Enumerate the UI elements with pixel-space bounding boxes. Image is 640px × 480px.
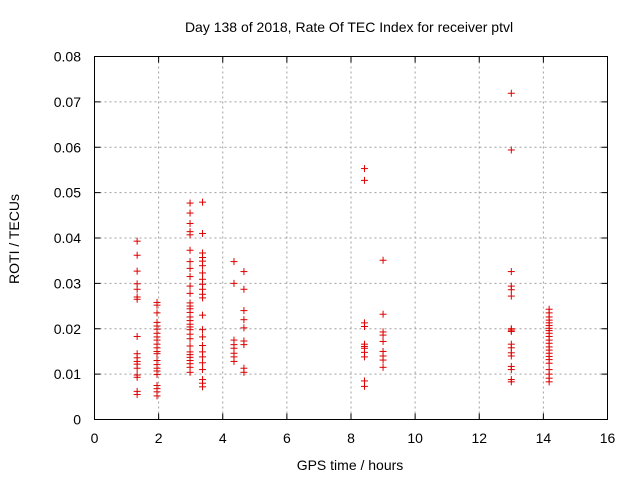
data-point-marker	[199, 294, 207, 302]
data-point-marker	[199, 311, 207, 319]
data-point-marker	[133, 295, 141, 303]
data-point-marker	[379, 356, 387, 364]
data-point-marker	[186, 264, 194, 272]
data-point-marker	[199, 198, 207, 206]
y-tick-label: 0.03	[54, 275, 81, 291]
data-point-marker	[379, 256, 387, 264]
data-point-marker	[379, 310, 387, 318]
data-point-marker	[186, 219, 194, 227]
x-tick-label: 16	[600, 430, 616, 446]
data-point-marker	[199, 269, 207, 277]
y-tick-label: 0.08	[54, 49, 81, 65]
data-point-marker	[379, 331, 387, 339]
data-point-marker	[199, 333, 207, 341]
chart-title: Day 138 of 2018, Rate Of TEC Index for r…	[185, 19, 513, 35]
y-axis-label: ROTI / TECUs	[6, 194, 22, 284]
data-point-marker	[240, 316, 248, 324]
grid-lines	[94, 56, 608, 420]
data-point-marker	[133, 285, 141, 293]
data-point-marker	[186, 246, 194, 254]
data-point-marker	[199, 229, 207, 237]
data-point-marker	[153, 309, 161, 317]
data-point-marker	[199, 353, 207, 361]
data-point-marker	[507, 327, 515, 335]
data-point-marker	[240, 307, 248, 315]
data-point-marker	[186, 231, 194, 239]
data-point-marker	[360, 322, 368, 330]
data-point-marker	[186, 199, 194, 207]
x-tick-label: 4	[219, 430, 227, 446]
x-tick-label: 12	[471, 430, 487, 446]
data-point-marker	[186, 258, 194, 266]
y-tick-label: 0.06	[54, 139, 81, 155]
data-point-marker	[199, 342, 207, 350]
data-point-marker	[507, 146, 515, 154]
data-point-marker	[186, 342, 194, 350]
data-point-marker	[507, 268, 515, 276]
data-point-marker	[133, 391, 141, 399]
data-point-marker	[240, 341, 248, 349]
data-point-marker	[133, 364, 141, 372]
x-tick-label: 2	[155, 430, 163, 446]
x-tick-label: 10	[407, 430, 423, 446]
data-point-marker	[186, 273, 194, 281]
data-point-marker	[507, 352, 515, 360]
data-point-marker	[186, 335, 194, 343]
data-point-marker	[133, 251, 141, 259]
data-point-marker	[507, 292, 515, 300]
data-point-marker	[153, 392, 161, 400]
data-point-marker	[230, 258, 238, 266]
data-point-marker	[240, 368, 248, 376]
data-point-marker	[133, 267, 141, 275]
data-point-marker	[186, 282, 194, 290]
data-point-marker	[240, 268, 248, 276]
data-point-marker	[199, 262, 207, 270]
data-point-marker	[545, 378, 553, 386]
data-points	[133, 89, 553, 400]
data-point-marker	[230, 357, 238, 365]
data-point-marker	[199, 359, 207, 367]
data-point-marker	[153, 350, 161, 358]
data-point-marker	[360, 353, 368, 361]
data-point-marker	[186, 368, 194, 376]
data-point-marker	[360, 165, 368, 173]
y-tick-label: 0.01	[54, 366, 81, 382]
data-point-marker	[153, 371, 161, 379]
data-point-marker	[545, 359, 553, 367]
x-tick-label: 0	[91, 430, 99, 446]
data-point-marker	[360, 382, 368, 390]
x-axis-label: GPS time / hours	[297, 457, 404, 473]
y-tick-label: 0	[73, 412, 81, 428]
data-point-marker	[360, 176, 368, 184]
data-point-marker	[186, 209, 194, 217]
data-point-marker	[230, 279, 238, 287]
data-point-marker	[379, 337, 387, 345]
axis-ticks: 0 2 4 6 8 10 12 14 16 0 0.01 0.02 0.03 0.04 0.05 0.06 0.…	[54, 49, 616, 447]
data-point-marker	[186, 289, 194, 297]
y-tick-label: 0.05	[54, 185, 81, 201]
data-point-marker	[507, 378, 515, 386]
data-point-marker	[507, 286, 515, 294]
data-point-marker	[240, 324, 248, 332]
x-tick-label: 6	[283, 430, 291, 446]
y-tick-label: 0.04	[54, 230, 81, 246]
data-point-marker	[133, 332, 141, 340]
y-tick-label: 0.07	[54, 94, 81, 110]
x-tick-label: 14	[536, 430, 552, 446]
data-point-marker	[133, 373, 141, 381]
data-point-marker	[379, 363, 387, 371]
data-point-marker	[240, 285, 248, 293]
data-point-marker	[199, 326, 207, 334]
y-tick-label: 0.02	[54, 321, 81, 337]
data-point-marker	[507, 89, 515, 97]
data-point-marker	[507, 366, 515, 374]
x-tick-label: 8	[347, 430, 355, 446]
data-point-marker	[199, 383, 207, 391]
data-point-marker	[153, 301, 161, 309]
data-point-marker	[133, 237, 141, 245]
data-point-marker	[199, 366, 207, 374]
